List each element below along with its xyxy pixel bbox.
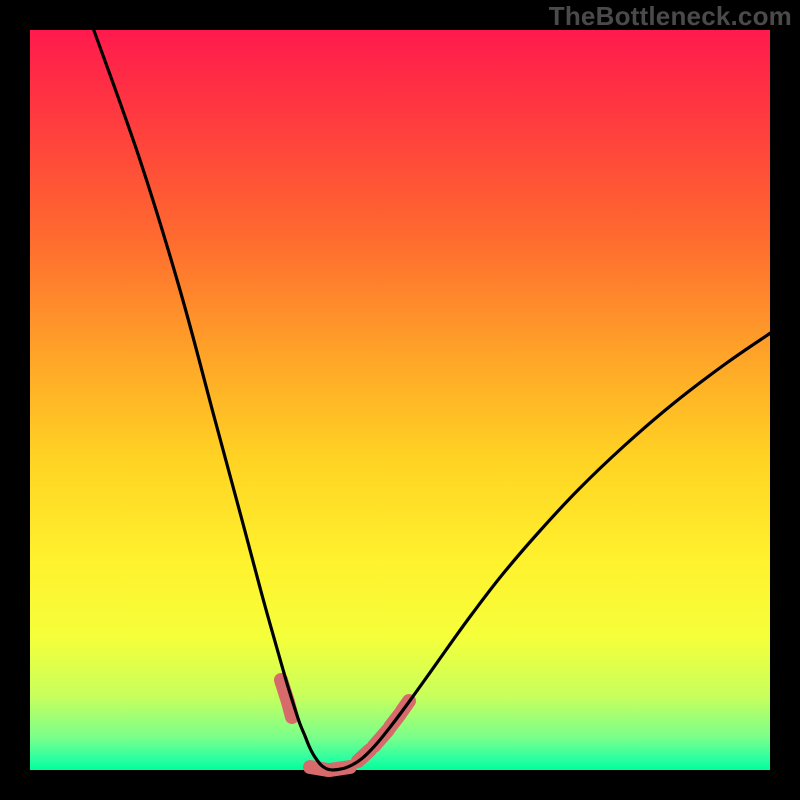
chart-plot-area xyxy=(30,30,770,770)
chart-curve-right xyxy=(331,330,775,770)
chart-curve-left xyxy=(92,25,331,770)
chart-curves-layer xyxy=(30,30,770,770)
chart-marker-segment xyxy=(288,702,292,717)
watermark-text: TheBottleneck.com xyxy=(549,1,792,32)
